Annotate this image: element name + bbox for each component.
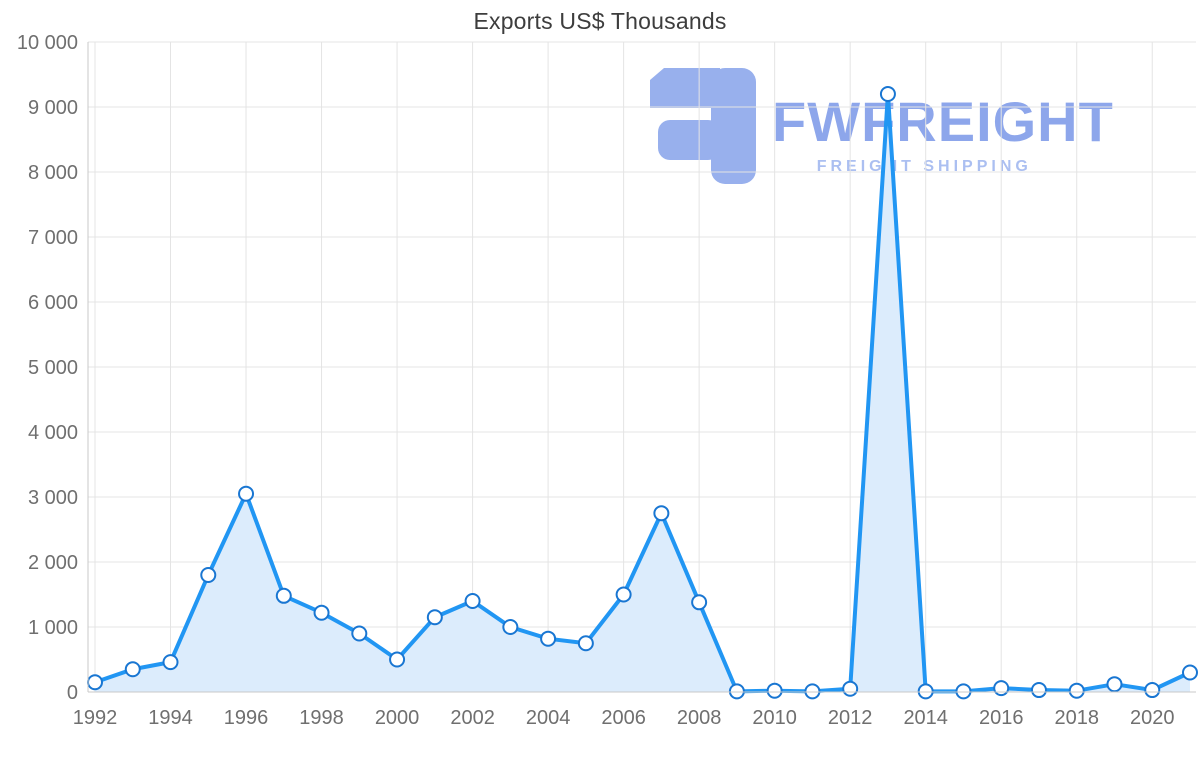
data-point[interactable]: [1106, 676, 1123, 693]
chart-title: Exports US$ Thousands: [473, 8, 727, 34]
svg-text:2000: 2000: [375, 707, 420, 729]
svg-text:5 000: 5 000: [28, 357, 78, 379]
data-point[interactable]: [955, 683, 972, 700]
data-point[interactable]: [1030, 682, 1047, 699]
data-point[interactable]: [275, 587, 292, 604]
svg-text:1994: 1994: [148, 707, 193, 729]
svg-text:10 000: 10 000: [17, 32, 78, 54]
svg-text:2002: 2002: [450, 707, 495, 729]
svg-text:2006: 2006: [601, 707, 646, 729]
data-point[interactable]: [426, 609, 443, 626]
data-point[interactable]: [200, 567, 217, 583]
svg-text:3 000: 3 000: [28, 487, 78, 509]
data-point[interactable]: [842, 680, 859, 697]
data-point[interactable]: [464, 593, 481, 609]
data-point[interactable]: [1182, 664, 1198, 681]
data-point[interactable]: [313, 604, 330, 621]
svg-text:8 000: 8 000: [28, 162, 78, 184]
y-axis-labels: 0 1 000 2 000 3 000 4 000 5 000 6 000 7 000 8 00…: [17, 32, 78, 704]
data-point[interactable]: [351, 625, 368, 642]
svg-text:4 000: 4 000: [28, 422, 78, 444]
svg-text:6 000: 6 000: [28, 292, 78, 314]
markers[interactable]: [87, 86, 1198, 700]
svg-text:1992: 1992: [73, 707, 118, 729]
svg-text:1996: 1996: [224, 707, 269, 729]
data-point[interactable]: [540, 630, 557, 647]
data-point[interactable]: [691, 594, 708, 611]
svg-text:1998: 1998: [299, 707, 344, 729]
data-point[interactable]: [577, 635, 594, 652]
svg-text:7 000: 7 000: [28, 227, 78, 249]
svg-text:2016: 2016: [979, 707, 1024, 729]
svg-text:2020: 2020: [1130, 707, 1175, 729]
data-point[interactable]: [917, 683, 934, 700]
svg-text:2014: 2014: [903, 707, 948, 729]
data-point[interactable]: [653, 505, 670, 522]
data-point[interactable]: [615, 586, 632, 603]
data-point[interactable]: [1068, 682, 1085, 699]
data-point[interactable]: [124, 661, 141, 678]
data-point[interactable]: [804, 683, 821, 700]
data-point[interactable]: [728, 683, 745, 700]
data-point[interactable]: [389, 651, 406, 668]
data-point[interactable]: [993, 680, 1010, 697]
x-axis-labels: 1992 1994 1996 1998 2000 2002 2004 2006 2008 2010…: [73, 707, 1175, 729]
svg-text:9 000: 9 000: [28, 97, 78, 119]
data-point[interactable]: [766, 682, 783, 699]
svg-text:1 000: 1 000: [28, 617, 78, 639]
svg-text:2010: 2010: [752, 707, 797, 729]
svg-text:0: 0: [67, 682, 78, 704]
data-point[interactable]: [162, 654, 179, 671]
area-series: [95, 94, 1190, 692]
data-point[interactable]: [879, 86, 896, 102]
svg-text:2012: 2012: [828, 707, 873, 729]
svg-text:2 000: 2 000: [28, 552, 78, 574]
svg-text:2008: 2008: [677, 707, 722, 729]
svg-text:2018: 2018: [1054, 707, 1099, 729]
data-point[interactable]: [1144, 682, 1161, 699]
data-point[interactable]: [502, 619, 519, 635]
data-point[interactable]: [87, 674, 103, 691]
svg-text:2004: 2004: [526, 707, 571, 729]
data-point[interactable]: [238, 485, 255, 502]
